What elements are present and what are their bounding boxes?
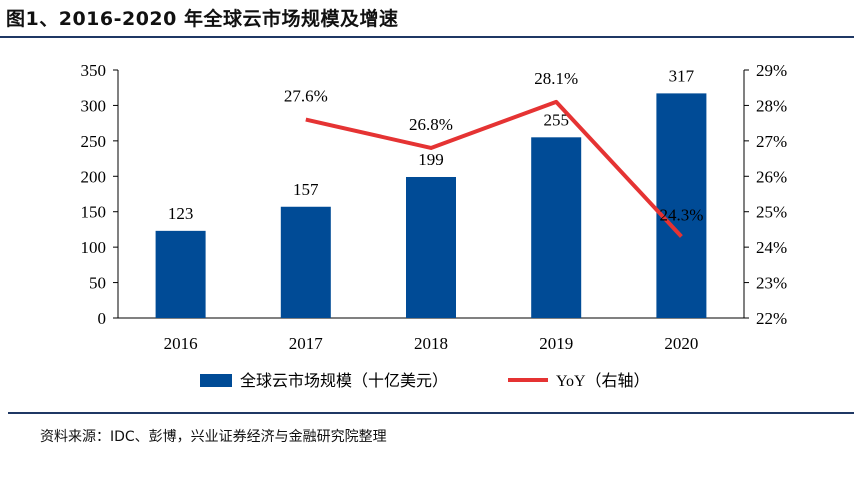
source-note: 资料来源：IDC、彭博，兴业证券经济与金融研究院整理 — [40, 429, 387, 445]
left-tick-label: 300 — [81, 96, 107, 115]
left-tick-label: 50 — [89, 274, 106, 293]
x-tick-label: 2018 — [414, 334, 448, 353]
left-tick-label: 200 — [81, 167, 107, 186]
x-axis: 2016 2017 2018 2019 2020 — [118, 317, 744, 353]
x-tick-label: 2020 — [664, 334, 698, 353]
bar-value-label: 317 — [669, 66, 695, 85]
right-tick-label: 28% — [756, 96, 787, 115]
yoy-line — [305, 99, 683, 238]
right-tick-label: 23% — [756, 274, 787, 293]
right-tick-label: 25% — [756, 203, 787, 222]
left-tick-label: 250 — [81, 132, 107, 151]
right-tick-label: 26% — [756, 167, 787, 186]
yoy-value-label: 27.6% — [284, 87, 328, 106]
bar — [406, 176, 456, 318]
bar-series: 123 157 199 255 317 — [155, 66, 707, 318]
legend-bar-label: 全球云市场规模（十亿美元） — [240, 372, 448, 390]
right-axis: 22% 23% 24% 25% 26% 27% 28% 29% — [743, 61, 787, 328]
yoy-value-label: 24.3% — [659, 206, 703, 225]
bar-value-label: 123 — [168, 204, 194, 223]
right-tick-label: 29% — [756, 61, 787, 80]
bottom-divider — [8, 412, 854, 414]
figure-title: 图1、2016-2020 年全球云市场规模及增速 — [6, 8, 399, 30]
yoy-value-label: 28.1% — [534, 69, 578, 88]
x-tick-label: 2019 — [539, 334, 573, 353]
bar-value-label: 199 — [418, 150, 444, 169]
x-tick-label: 2016 — [164, 334, 198, 353]
left-axis: 0 50 100 150 200 250 300 350 — [81, 61, 119, 328]
bar — [656, 93, 707, 318]
title-divider — [0, 36, 854, 38]
right-tick-label: 24% — [756, 238, 787, 257]
left-tick-label: 350 — [81, 61, 107, 80]
left-tick-label: 0 — [98, 309, 107, 328]
right-tick-label: 22% — [756, 309, 787, 328]
legend-bar-swatch — [200, 374, 232, 387]
legend: 全球云市场规模（十亿美元） YoY（右轴） — [200, 372, 650, 390]
bar — [155, 230, 206, 318]
chart: 0 50 100 150 200 250 300 350 22% 23% 24% 25% 26% 27%… — [81, 61, 788, 390]
bar-value-label: 157 — [293, 180, 319, 199]
legend-line-label: YoY（右轴） — [556, 372, 650, 390]
line-series: 27.6% 26.8% 28.1% 24.3% — [284, 69, 703, 238]
x-tick-label: 2017 — [289, 334, 324, 353]
bar — [280, 206, 331, 318]
bar — [531, 137, 582, 318]
right-tick-label: 27% — [756, 132, 787, 151]
left-tick-label: 150 — [81, 203, 107, 222]
bar-value-label: 255 — [543, 110, 569, 129]
yoy-value-label: 26.8% — [409, 115, 453, 134]
left-tick-label: 100 — [81, 238, 107, 257]
